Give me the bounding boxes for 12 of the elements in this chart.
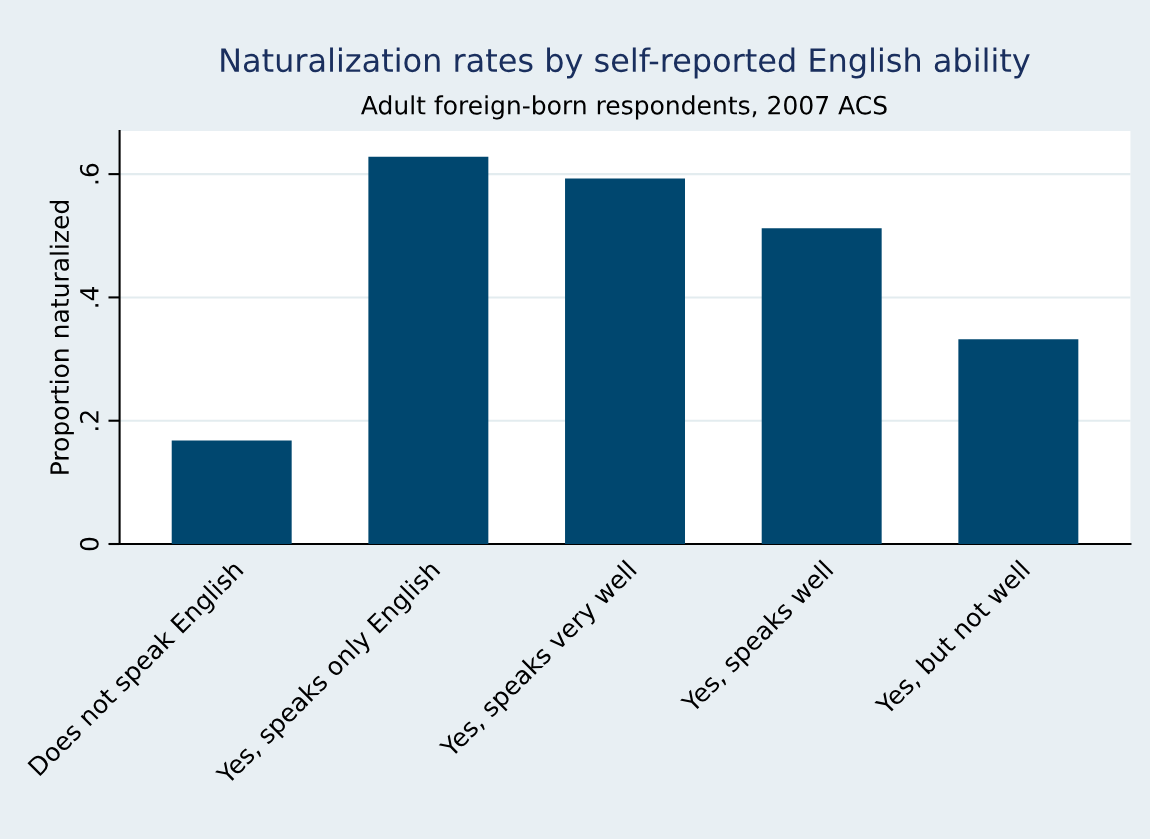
y-tick-label: .2 [79,411,99,430]
chart-subtitle: Adult foreign-born respondents, 2007 ACS [361,95,887,120]
bar [958,339,1079,545]
chart-title: Naturalization rates by self-reported English ability [221,47,1030,79]
bar [565,178,686,545]
bar [368,156,489,545]
bar [761,228,882,545]
y-tick-label: .6 [79,163,99,184]
bar [171,440,292,545]
y-axis-title: Proportion naturalized [49,200,74,474]
y-tick-label: .4 [80,286,99,307]
y-tick-label: 0 [79,537,99,551]
